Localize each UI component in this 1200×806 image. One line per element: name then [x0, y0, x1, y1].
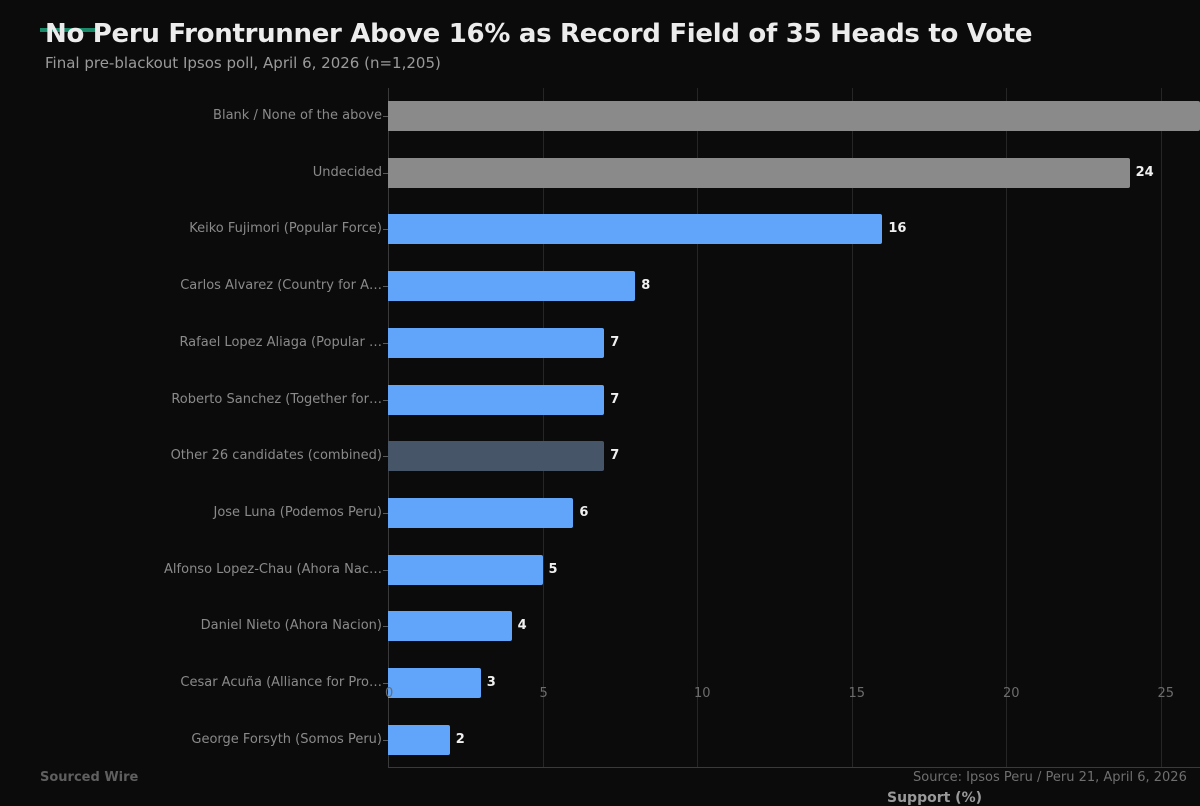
category-label: Rafael Lopez Aliaga (Popular …	[179, 334, 382, 350]
source-note: Source: Ipsos Peru / Peru 21, April 6, 2…	[913, 770, 1187, 785]
gridline	[542, 88, 544, 768]
x-tick-label: 20	[1003, 686, 1020, 701]
category-label: Keiko Fujimori (Popular Force)	[189, 221, 382, 237]
brand-label: Sourced Wire	[40, 770, 139, 785]
bar	[388, 724, 450, 755]
category-label: Daniel Nieto (Ahora Nacion)	[200, 618, 382, 634]
bar	[388, 157, 1130, 188]
x-tick-label: 25	[1157, 686, 1175, 701]
plot-area: 24 16 8 7 7 7 6 5 4 3 2	[383, 88, 1200, 768]
category-label: Cesar Acuña (Alliance for Pro…	[180, 675, 382, 690]
y-tick-mark	[383, 116, 388, 117]
category-label: George Forsyth (Somos Peru)	[191, 731, 382, 747]
x-tick-label: 15	[848, 686, 866, 701]
y-tick-mark	[383, 172, 388, 174]
value-label: 2	[455, 731, 465, 747]
y-tick-mark	[383, 342, 388, 344]
category-label: Carlos Alvarez (Country for A…	[180, 278, 382, 294]
y-tick-mark	[383, 626, 388, 628]
category-label: Undecided	[312, 164, 382, 180]
y-tick-mark	[383, 456, 388, 458]
bar	[388, 214, 883, 245]
y-tick-mark	[383, 512, 388, 514]
bar	[388, 554, 543, 585]
value-label: 7	[610, 448, 620, 464]
bar	[388, 384, 605, 415]
y-tick-mark	[383, 739, 388, 741]
bar	[388, 441, 605, 472]
x-axis-label: Support (%)	[887, 790, 983, 806]
y-tick-mark	[383, 229, 388, 231]
x-axis-line	[388, 767, 1200, 768]
category-label: Other 26 candidates (combined)	[170, 448, 382, 464]
value-label: 3	[486, 675, 496, 690]
chart-title: No Peru Frontrunner Above 16% as Record …	[45, 19, 1033, 49]
gridline	[697, 88, 698, 768]
value-label: 7	[610, 391, 620, 407]
value-label: 4	[517, 618, 527, 634]
bar	[388, 668, 481, 698]
bar	[388, 497, 574, 528]
x-tick-label: 0	[385, 686, 394, 701]
category-label: Blank / None of the above	[213, 108, 382, 123]
category-label: Jose Luna (Podemos Peru)	[213, 504, 383, 520]
value-label: 6	[579, 504, 589, 520]
gridline	[851, 88, 853, 768]
value-label: 16	[888, 221, 907, 237]
value-label: 7	[610, 334, 620, 350]
gridline	[1160, 88, 1162, 768]
title-accent-bar	[40, 28, 100, 32]
value-label: 5	[548, 561, 558, 577]
bar	[388, 327, 605, 358]
x-tick-label: 10	[694, 686, 711, 701]
x-tick-label: 5	[539, 686, 548, 701]
y-tick-mark	[383, 399, 388, 401]
y-axis-line	[388, 88, 389, 768]
y-tick-mark	[383, 286, 388, 288]
bar	[388, 271, 636, 302]
bar	[388, 611, 512, 642]
y-tick-mark	[383, 683, 388, 684]
value-label: 8	[641, 278, 651, 294]
y-tick-mark	[383, 569, 388, 571]
category-label: Roberto Sanchez (Together for…	[171, 391, 382, 407]
category-label: Alfonso Lopez-Chau (Ahora Nac…	[164, 561, 382, 577]
chart-subtitle: Final pre-blackout Ipsos poll, April 6, …	[45, 54, 441, 72]
gridline	[1006, 88, 1007, 768]
bar	[388, 101, 1200, 131]
value-label: 24	[1135, 164, 1154, 180]
